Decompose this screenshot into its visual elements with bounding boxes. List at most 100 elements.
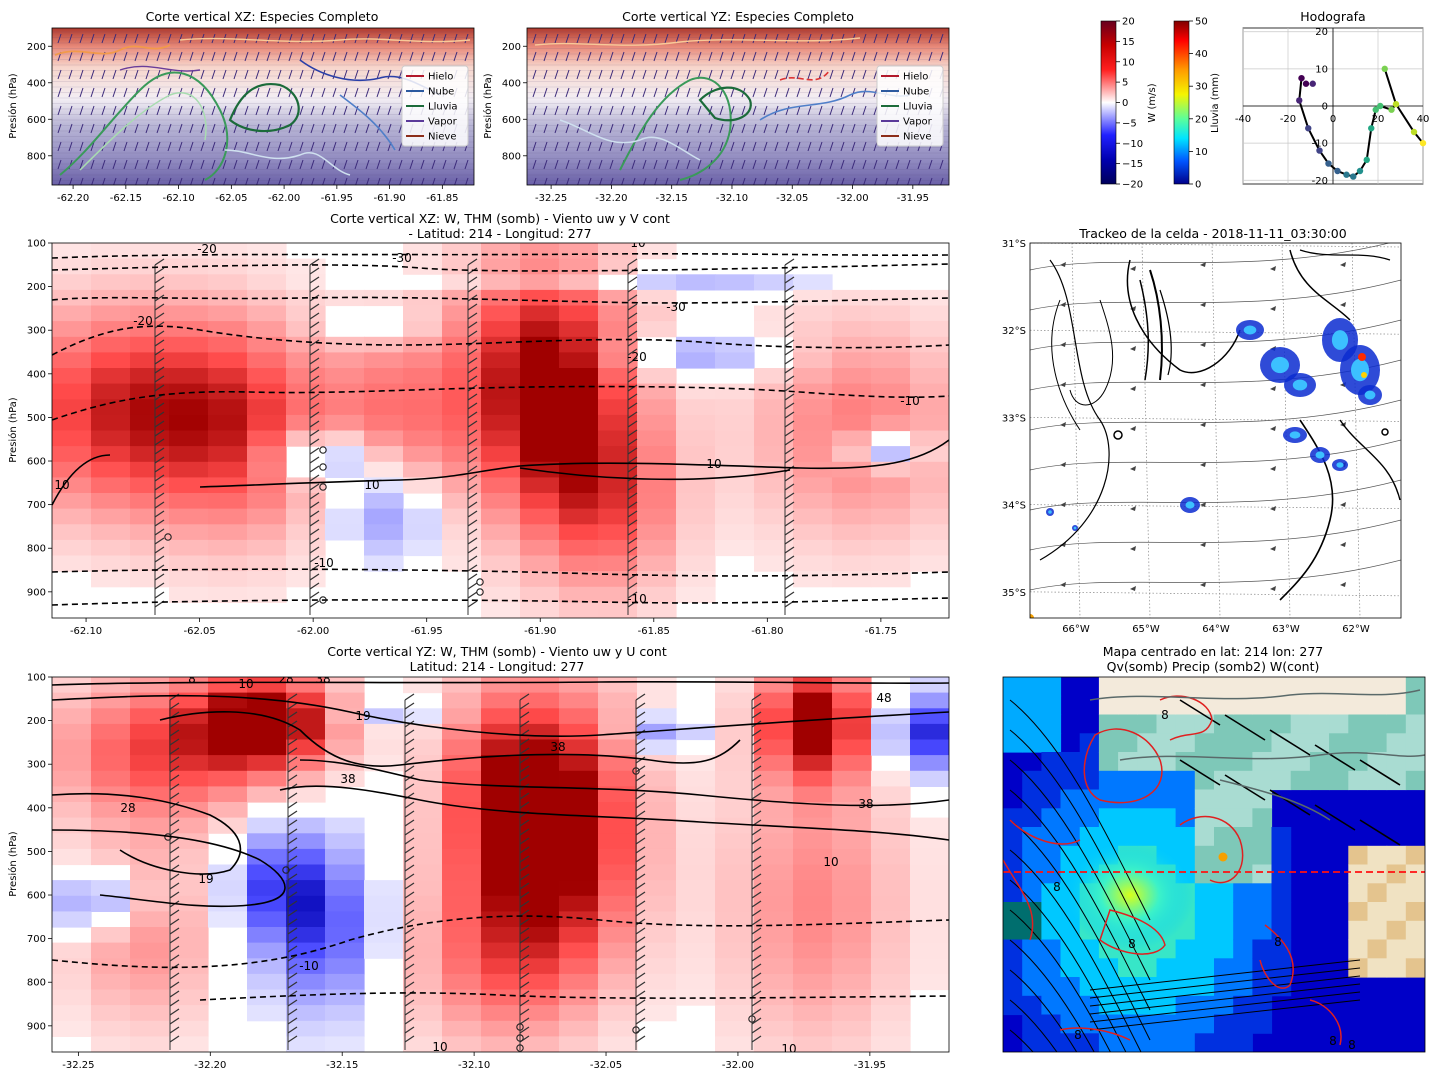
heat-cell <box>481 493 521 510</box>
grid-cell <box>1175 977 1196 997</box>
heat-cell <box>871 723 911 741</box>
wind-barb <box>467 456 478 464</box>
wind-barb <box>818 51 823 62</box>
heat-cell <box>481 833 521 850</box>
heat-cell <box>832 289 872 307</box>
heat-cell <box>559 446 599 463</box>
heat-cell <box>559 383 599 400</box>
grid-cell <box>1252 695 1273 716</box>
grid-cell <box>1271 733 1292 753</box>
heat-cell <box>715 833 755 850</box>
heat-cell <box>520 942 560 959</box>
wind-barb <box>687 177 691 185</box>
wind-barb <box>751 747 762 755</box>
grid-cell <box>1041 752 1062 772</box>
wind-barb <box>57 87 62 98</box>
heat-cell <box>637 586 677 603</box>
heat-cell <box>286 895 326 912</box>
heat-cell <box>130 508 170 525</box>
heat-cell <box>481 848 521 866</box>
wind-barb <box>543 105 548 116</box>
heat-cell <box>247 895 287 912</box>
heat-cell <box>52 493 92 510</box>
heat-cell <box>871 895 911 912</box>
heat-cell <box>286 493 326 510</box>
grid-cell <box>1041 677 1062 697</box>
panel-title-line1: Corte vertical XZ: W, THM (somb) - Vient… <box>330 211 670 226</box>
wind-barb <box>467 285 478 293</box>
wind-barb <box>343 51 348 62</box>
rain-cells <box>1046 318 1382 531</box>
wind-barb <box>741 123 746 134</box>
heat-cell <box>364 755 404 772</box>
wind-barb <box>587 69 592 80</box>
axes: 66°W 65°W 64°W 63°W 62°W31°S32°S33°S34°S35°S <box>1002 239 1370 635</box>
wind-barb <box>321 51 326 62</box>
wind-barb <box>112 33 117 44</box>
x-tick-label: -20 <box>1280 114 1296 125</box>
grid-cell <box>1367 695 1388 716</box>
heat-cell <box>598 692 638 709</box>
lat-tick-label: 32°S <box>1002 326 1026 337</box>
plot-frame <box>1029 242 1402 619</box>
heat-cell <box>208 461 248 478</box>
heat-cell <box>832 524 872 541</box>
heat-cell <box>403 524 443 541</box>
wind-barb <box>123 69 128 80</box>
heat-cell <box>715 539 755 557</box>
wind-barb <box>730 87 735 98</box>
wind-barb <box>620 141 625 152</box>
heat-cell <box>247 770 287 787</box>
heat-cell <box>130 1036 170 1052</box>
wind-barb <box>309 591 320 599</box>
lat-tick-label: 35°S <box>1002 588 1026 599</box>
grid-cell <box>1194 920 1215 941</box>
wind-barb <box>751 738 762 746</box>
wind-barb <box>376 51 381 62</box>
hodograph-point <box>1298 74 1305 82</box>
wind-barb <box>169 738 180 746</box>
wind-barb <box>796 69 801 80</box>
wind-barb <box>576 105 581 116</box>
wind-barb <box>154 456 165 464</box>
wind-barb <box>309 474 320 482</box>
meridian <box>1351 243 1361 618</box>
wind-barb <box>807 33 812 44</box>
heat-cell <box>208 493 248 510</box>
grid-cell <box>1022 1033 1042 1052</box>
heat-cell <box>871 446 911 463</box>
grid-cell <box>1194 864 1215 884</box>
contour-label: 10 <box>432 1040 447 1054</box>
wind-barb <box>598 87 603 98</box>
wind-barb <box>519 981 530 989</box>
heat-cell <box>91 723 131 741</box>
wind-barb <box>287 900 298 908</box>
wind-barb <box>635 729 646 737</box>
heat-cell <box>403 477 443 494</box>
grid-cell <box>1003 864 1023 884</box>
heat-cell <box>481 723 521 741</box>
rain-maximum <box>1361 372 1367 378</box>
wind-barb <box>365 159 370 170</box>
wind-barb <box>862 33 867 44</box>
wind-barb <box>598 123 603 134</box>
contour-label: 19 <box>198 872 213 886</box>
wind-barb <box>154 573 165 581</box>
grid-cell <box>1348 902 1368 922</box>
heat-cell <box>637 243 677 260</box>
streamline <box>1009 789 1151 1011</box>
heat-cell <box>520 739 560 756</box>
contour-label: 8 <box>1053 880 1061 894</box>
wind-barb <box>431 159 436 170</box>
heat-cell <box>754 274 794 291</box>
heat-cell <box>442 723 482 741</box>
heat-cell <box>598 477 638 494</box>
heat-cell <box>481 414 521 432</box>
colorbar-tick-label: −15 <box>1122 159 1143 170</box>
heat-cell <box>676 571 716 588</box>
heat-cell <box>715 383 755 400</box>
heat-cell <box>559 1020 599 1037</box>
rain-cell-core <box>1364 390 1376 400</box>
heat-cell <box>676 942 716 959</box>
y-tick-label: 400 <box>27 803 46 814</box>
